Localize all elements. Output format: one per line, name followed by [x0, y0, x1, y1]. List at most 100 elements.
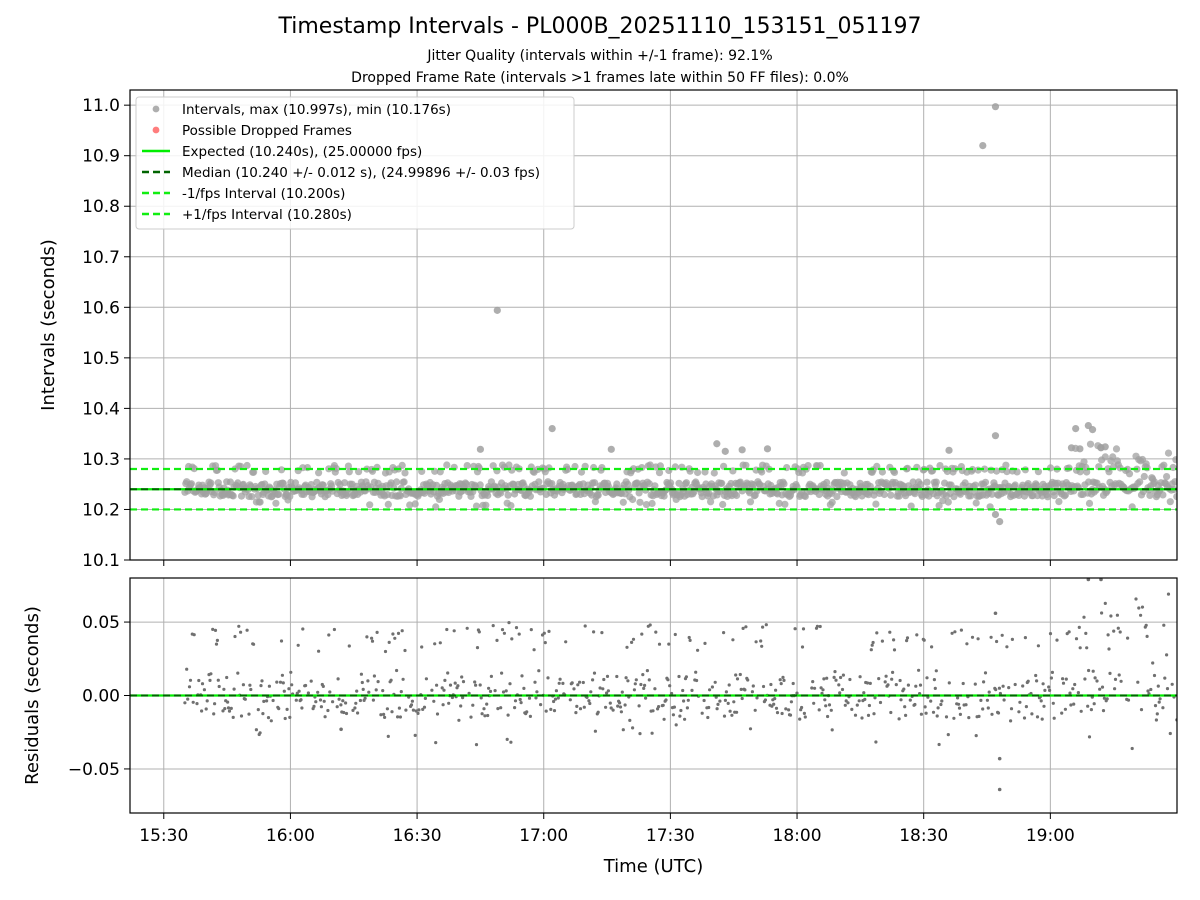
interval-point: [971, 481, 979, 489]
residual-point: [981, 707, 985, 711]
interval-point: [682, 479, 691, 487]
residual-point: [361, 687, 365, 692]
interval-outlier-point: [991, 432, 1000, 440]
residual-point: [764, 623, 768, 627]
residual-point: [825, 676, 829, 680]
residual-point: [826, 714, 830, 719]
y-tick-label-bottom: 0.00: [82, 687, 120, 707]
residual-point: [775, 711, 780, 715]
residual-point: [371, 698, 375, 702]
residual-point: [813, 686, 817, 690]
residual-point: [897, 717, 901, 721]
interval-point: [923, 478, 931, 486]
residual-point: [434, 741, 438, 745]
residual-point: [442, 688, 446, 692]
residual-point: [1007, 686, 1011, 690]
residual-point: [326, 708, 330, 713]
residual-point: [801, 627, 806, 631]
residual-point: [903, 705, 907, 709]
residual-point: [557, 681, 561, 685]
residual-point: [1083, 677, 1087, 681]
residual-point: [1089, 563, 1092, 566]
legend-marker: [152, 126, 160, 134]
residual-point: [351, 708, 355, 713]
residual-point: [1139, 708, 1144, 712]
residual-point: [367, 690, 371, 694]
residual-point: [211, 627, 215, 632]
residual-point: [517, 632, 521, 636]
residual-point: [479, 696, 483, 700]
residual-point: [564, 640, 568, 644]
x-tick-label: 17:00: [519, 826, 568, 846]
residual-point: [365, 635, 369, 639]
interval-point: [780, 480, 788, 488]
residual-point: [374, 688, 378, 692]
interval-point: [482, 501, 490, 509]
residual-point: [674, 723, 678, 727]
residual-point: [1154, 718, 1158, 722]
residual-point: [650, 731, 654, 735]
residual-point: [888, 630, 892, 634]
residual-point: [1130, 746, 1134, 751]
interval-point: [816, 461, 824, 470]
residual-point: [400, 629, 404, 633]
residuals-y-axis-label: Residuals (seconds): [22, 606, 43, 785]
residual-point: [502, 631, 506, 635]
residual-point: [391, 632, 395, 636]
interval-point: [435, 495, 443, 503]
residual-point: [957, 706, 962, 710]
residual-point: [1153, 704, 1158, 708]
residual-point: [191, 700, 195, 704]
residual-point: [651, 709, 655, 713]
residual-point: [1100, 685, 1105, 689]
residual-point: [1149, 687, 1153, 692]
residual-point: [282, 689, 286, 693]
residual-point: [899, 698, 903, 702]
y-tick-label-top: 10.4: [82, 399, 120, 419]
residual-point: [241, 683, 245, 687]
residual-outlier-point: [997, 756, 1002, 761]
residual-point: [312, 704, 316, 709]
residual-point: [716, 702, 720, 707]
residual-point: [703, 641, 707, 646]
residual-point: [370, 636, 374, 640]
residual-point: [280, 673, 284, 677]
residual-point: [1079, 709, 1083, 713]
residual-point: [1091, 669, 1095, 673]
residual-point: [957, 702, 961, 706]
residual-point: [323, 715, 327, 719]
residual-point: [645, 669, 650, 673]
interval-point: [828, 498, 836, 506]
residual-point: [423, 696, 427, 701]
residual-point: [1052, 716, 1056, 720]
residual-point: [543, 641, 547, 645]
residual-point: [452, 629, 456, 633]
residual-point: [1116, 626, 1120, 630]
residual-point: [858, 675, 862, 679]
residual-point: [1102, 696, 1106, 700]
residual-point: [488, 689, 493, 694]
residual-point: [933, 686, 937, 691]
residual-point: [422, 705, 427, 709]
interval-point: [935, 502, 943, 510]
interval-point: [248, 493, 256, 501]
x-axis-label: Time (UTC): [603, 856, 704, 877]
legend-label: Median (10.240 +/- 0.012 s), (24.99896 +…: [182, 165, 540, 181]
interval-point: [880, 490, 888, 499]
residual-point: [289, 670, 293, 674]
residual-point: [1093, 676, 1097, 680]
residual-point: [1155, 712, 1159, 716]
residual-point: [684, 675, 689, 679]
residual-point: [707, 705, 711, 710]
residual-point: [671, 713, 676, 717]
residual-point: [915, 633, 919, 637]
x-tick-label: 18:00: [773, 826, 822, 846]
residual-point: [902, 687, 906, 691]
residual-point: [532, 648, 536, 652]
interval-point: [272, 499, 280, 507]
residual-point: [931, 710, 936, 714]
residual-point: [396, 715, 400, 719]
residual-point: [1101, 709, 1106, 713]
residual-point: [411, 708, 415, 712]
